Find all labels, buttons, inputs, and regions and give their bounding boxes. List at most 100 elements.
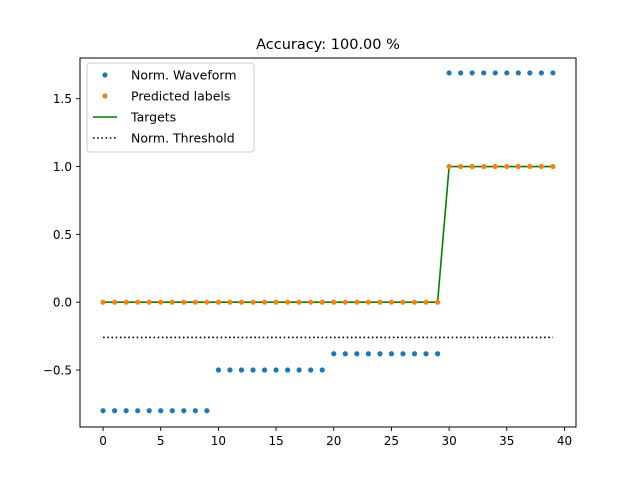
x-tick-label: 40 — [557, 434, 572, 448]
series-1-point — [469, 163, 475, 170]
series-0-point — [515, 70, 521, 76]
series-1-point — [285, 299, 291, 305]
series-1-point — [215, 299, 222, 305]
x-tick-label: 5 — [157, 434, 165, 448]
series-0-point — [469, 70, 475, 76]
series-1-point — [400, 299, 406, 305]
series-1-point — [112, 299, 118, 305]
series-1-point — [446, 163, 452, 170]
series-1-point — [481, 163, 487, 170]
series-0-point — [354, 351, 360, 357]
series-0-point — [527, 70, 533, 76]
series-0-point — [423, 351, 429, 357]
series-0-point — [538, 70, 545, 76]
series-0-point — [192, 408, 198, 414]
series-0-point — [296, 367, 302, 373]
series-0-point — [388, 351, 395, 357]
series-1-point — [296, 299, 302, 305]
series-0-point — [238, 367, 245, 373]
series-1-point — [100, 299, 106, 305]
series-0-point — [446, 70, 452, 76]
series-0-point — [377, 351, 383, 357]
series-1-point — [492, 163, 498, 170]
chart-marks — [100, 70, 556, 414]
series-0-point — [400, 351, 406, 357]
series-1-point — [261, 299, 268, 305]
series-1-point — [365, 299, 371, 305]
series-1-point — [158, 299, 164, 305]
series-1-point — [342, 299, 348, 305]
series-1-point — [538, 163, 545, 170]
series-0-point — [492, 70, 498, 76]
y-tick-label: −0.5 — [43, 364, 72, 378]
x-tick-label: 30 — [441, 434, 456, 448]
series-0-point — [215, 367, 222, 373]
series-0-point — [285, 367, 291, 373]
series-1-point — [527, 163, 533, 170]
chart-title: Accuracy: 100.00 % — [256, 37, 400, 53]
series-1-point — [550, 163, 556, 170]
series-1-point — [319, 299, 325, 305]
series-0-point — [319, 367, 325, 373]
legend-label-1: Predicted labels — [131, 89, 230, 104]
x-tick-label: 25 — [384, 434, 399, 448]
series-1-point — [377, 299, 383, 305]
series-0-point — [227, 367, 233, 373]
series-0-point — [146, 408, 152, 414]
series-0-point — [250, 367, 256, 373]
series-1-point — [181, 299, 187, 305]
series-1-point — [515, 163, 521, 170]
series-1-point — [169, 299, 175, 305]
series-1-point — [354, 299, 360, 305]
series-1-point — [331, 299, 337, 305]
x-tick-label: 10 — [211, 434, 226, 448]
series-1-point — [434, 299, 441, 305]
y-tick-label: 1.5 — [53, 92, 72, 106]
series-0-point — [112, 408, 118, 414]
series-0-point — [273, 367, 279, 373]
series-0-point — [331, 351, 337, 357]
series-line-2 — [103, 165, 553, 303]
series-0-point — [504, 70, 510, 76]
series-1-point — [411, 299, 418, 305]
y-tick-label: 1.0 — [53, 160, 72, 174]
y-tick-label: 0.5 — [53, 228, 72, 242]
legend-marker-1 — [102, 93, 108, 99]
series-0-point — [481, 70, 487, 76]
series-1-point — [273, 299, 279, 305]
legend-label-2: Targets — [130, 110, 176, 125]
x-tick-label: 35 — [499, 434, 514, 448]
series-1-point — [227, 299, 233, 305]
series-0-point — [181, 408, 187, 414]
series-1-point — [135, 299, 141, 305]
series-0-point — [550, 70, 556, 76]
legend-label-0: Norm. Waveform — [131, 68, 237, 83]
series-1-point — [423, 299, 429, 305]
series-1-point — [504, 163, 510, 170]
series-0-point — [169, 408, 175, 414]
legend-marker-0 — [102, 72, 108, 78]
series-0-point — [411, 351, 418, 357]
series-0-point — [434, 351, 441, 357]
series-1-point — [250, 299, 256, 305]
series-1-point — [458, 163, 464, 170]
series-1-point — [308, 299, 314, 305]
series-0-point — [458, 70, 464, 76]
series-0-point — [204, 408, 210, 414]
legend-label-3: Norm. Threshold — [131, 131, 235, 146]
series-0-point — [123, 408, 129, 414]
series-0-point — [261, 367, 268, 373]
axes-frame — [79, 57, 577, 428]
series-0-point — [135, 408, 141, 414]
series-1-point — [192, 299, 198, 305]
series-1-point — [123, 299, 129, 305]
series-1-point — [388, 299, 395, 305]
x-tick-label: 0 — [99, 434, 107, 448]
y-tick-label: 0.0 — [53, 296, 72, 310]
legend: Norm. Waveform Predicted labels Targets Nor… — [86, 62, 255, 153]
series-0-point — [158, 408, 164, 414]
series-1-point — [238, 299, 245, 305]
x-tick-label: 15 — [268, 434, 283, 448]
series-0-point — [100, 408, 106, 414]
